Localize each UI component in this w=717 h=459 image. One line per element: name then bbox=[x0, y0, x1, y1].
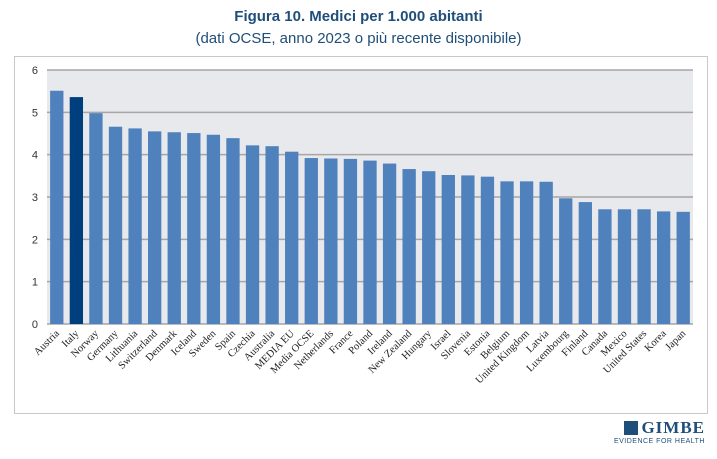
x-tick-label: Japan bbox=[664, 328, 689, 353]
bar-lithuania bbox=[128, 128, 142, 324]
chart-subtitle: (dati OCSE, anno 2023 o più recente disp… bbox=[195, 30, 522, 47]
logo-name: GIMBE bbox=[641, 418, 705, 437]
bar-italy bbox=[69, 97, 84, 325]
bar-united-kingdom bbox=[519, 181, 534, 324]
y-tick-label: 6 bbox=[32, 65, 38, 77]
bar-latvia bbox=[539, 181, 553, 324]
bar-iceland bbox=[187, 133, 201, 324]
y-tick-label: 1 bbox=[32, 277, 38, 289]
bar-estonia bbox=[480, 176, 495, 324]
bar-austria bbox=[50, 90, 64, 324]
chart-title: Figura 10. Medici per 1.000 abitanti bbox=[234, 8, 483, 25]
bar-denmark bbox=[167, 132, 181, 324]
bar-germany bbox=[108, 126, 123, 324]
bar-hungary bbox=[422, 171, 436, 324]
y-tick-label: 4 bbox=[32, 150, 38, 162]
bar-israel bbox=[441, 174, 455, 324]
bar-switzerland bbox=[148, 131, 162, 324]
chart-frame bbox=[14, 56, 708, 414]
bar-poland bbox=[363, 160, 377, 324]
bar-new-zealand bbox=[402, 169, 416, 324]
bar-france bbox=[343, 158, 358, 324]
bar-norway bbox=[89, 113, 103, 325]
bar-mexico bbox=[617, 209, 632, 324]
x-tick-label: Korea bbox=[643, 328, 669, 354]
y-tick-label: 3 bbox=[32, 192, 38, 204]
bar-czechia bbox=[245, 145, 260, 324]
bar-ireland bbox=[382, 163, 397, 324]
bar-luxembourg bbox=[559, 198, 573, 324]
x-tick-label: Austria bbox=[32, 328, 62, 358]
bar-korea bbox=[656, 211, 671, 324]
bar-united-states bbox=[637, 209, 651, 324]
bar-belgium bbox=[500, 181, 514, 324]
bar-sweden bbox=[206, 134, 221, 324]
y-tick-label: 5 bbox=[32, 107, 38, 119]
gimbe-logo: GIMBE EVIDENCE FOR HEALTH bbox=[614, 418, 705, 445]
y-tick-label: 0 bbox=[32, 319, 38, 331]
y-tick-label: 2 bbox=[32, 234, 38, 246]
bar-spain bbox=[226, 138, 240, 324]
bar-media-ocse bbox=[304, 158, 318, 324]
bar-netherlands bbox=[324, 158, 338, 324]
bar-media-eu bbox=[285, 151, 299, 324]
bar-slovenia bbox=[461, 175, 475, 324]
bar-finland bbox=[578, 202, 592, 324]
bar-canada bbox=[598, 209, 612, 324]
bar-australia bbox=[265, 146, 279, 324]
logo-tagline: EVIDENCE FOR HEALTH bbox=[613, 438, 705, 445]
logo-mark-icon bbox=[624, 421, 639, 435]
bar-japan bbox=[676, 211, 690, 324]
